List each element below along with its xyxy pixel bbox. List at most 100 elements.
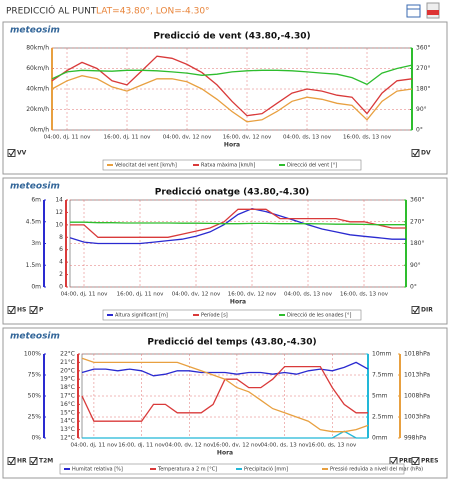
y-tick-label: 1013hPa (404, 372, 430, 379)
table-icon[interactable] (406, 4, 421, 18)
header-coords: LAT=43.80°, LON=-4.30° (96, 7, 210, 17)
y-tick-label: 20km/h (26, 106, 49, 113)
y-tick-label: 0km/h (30, 127, 49, 134)
check (30, 306, 37, 314)
y-tick-label: 75% (28, 372, 42, 379)
x-tick-label: 04:00, dj, 11 nov (71, 443, 118, 449)
y-tick-label: 0% (31, 435, 41, 442)
series-line (82, 430, 368, 439)
y-tick-label: 20°C (60, 367, 75, 374)
y-tick-label: 1018hPa (404, 351, 430, 358)
legend-label: Direcció del vent [°] (287, 162, 337, 169)
x-tick-label: 16:00, dj, 11 nov (104, 135, 151, 141)
checkbox[interactable] (411, 306, 420, 314)
brand-logo: meteosim (10, 26, 60, 36)
x-axis-label: Hora (230, 299, 246, 306)
header-icons[interactable] (406, 2, 440, 19)
toggle-label: P (39, 307, 44, 314)
y-tick-label: 8 (59, 234, 63, 241)
brand-logo: meteosim (10, 182, 60, 192)
check (30, 457, 37, 465)
x-tick-label: 04:00, dv, 12 nov (163, 135, 212, 141)
y-tick-label: 2 (59, 271, 63, 278)
y-tick-label: 4 (59, 259, 63, 266)
y-tick-label: 22°C (60, 351, 75, 358)
checkbox[interactable] (7, 457, 16, 465)
legend-label: Pressió reduïda a nivell del mar (hPa) (330, 466, 423, 473)
y-tick-label: 19°C (60, 376, 75, 383)
y-tick-label: 270° (416, 65, 430, 72)
y-tick-label: 1.5m (26, 262, 42, 269)
y-tick-label: 25% (28, 414, 42, 421)
x-tick-label: 16:00, dj, 11 nov (117, 292, 164, 298)
y-tick-label: 1008hPa (404, 393, 430, 400)
pdf-band (427, 10, 439, 15)
toggle-label: DV (421, 150, 431, 157)
checkbox[interactable] (411, 457, 420, 465)
toggle-label: VV (17, 150, 27, 157)
x-tick-label: 16:00, dv, 12 nov (223, 135, 272, 141)
y-tick-label: 17°C (60, 393, 75, 400)
check (390, 457, 397, 465)
y-tick-label: 10 (55, 221, 63, 228)
y-tick-label: 10mm (372, 351, 391, 358)
series-line (81, 357, 369, 433)
x-tick-label: 04:00, dj, 11 nov (61, 292, 108, 298)
checkbox[interactable] (29, 457, 38, 465)
series-line (70, 221, 406, 226)
chart-title: Predicció onatge (43.80,-4.30) (155, 187, 309, 198)
legend-label: Precipitació [mm] (244, 466, 288, 473)
series-line (51, 64, 413, 86)
series-line (51, 55, 413, 117)
y-tick-label: 998hPa (404, 435, 427, 442)
legend (102, 159, 362, 171)
x-tick-label: 04:00, ds, 13 nov (283, 135, 332, 141)
legend-label: Humitat relativa [%] (72, 467, 123, 473)
legend (102, 309, 362, 321)
y-tick-label: 14°C (60, 418, 75, 425)
y-tick-label: 12°C (60, 435, 75, 442)
toggle-label: PRES (421, 458, 438, 465)
legend (59, 463, 405, 475)
brand-logo: meteosim (10, 332, 60, 342)
y-tick-label: 80km/h (26, 45, 49, 52)
y-tick-label: 13°C (60, 426, 75, 433)
header-title: PREDICCIÓ AL PUNT (6, 5, 97, 17)
chart-title: Predicció de vent (43.80,-4.30) (153, 31, 310, 42)
series-line (51, 75, 413, 123)
x-tick-label: 04:00, ds, 13 nov (261, 443, 310, 449)
checkbox[interactable] (7, 149, 16, 157)
checkbox[interactable] (29, 306, 38, 314)
y-tick-label: 180° (410, 240, 424, 247)
x-tick-label: 04:00, dj, 11 nov (44, 135, 91, 141)
y-tick-label: 5mm (372, 393, 388, 400)
series-line (81, 361, 369, 377)
x-axis-label: Hora (217, 450, 233, 457)
y-tick-label: 12 (55, 209, 63, 216)
y-tick-label: 6m (31, 197, 41, 204)
series-line (69, 208, 406, 245)
check (8, 149, 15, 157)
toggle-label: DIR (421, 307, 433, 314)
y-tick-label: 270° (410, 218, 424, 225)
y-tick-label: 90° (416, 106, 427, 113)
series-line (70, 208, 406, 238)
checkbox[interactable] (7, 306, 16, 314)
checkbox[interactable] (411, 149, 420, 157)
y-tick-label: 180° (416, 86, 430, 93)
check (8, 457, 15, 465)
legend-label: Direcció de les onades [°] (287, 312, 351, 319)
y-tick-label: 6 (59, 246, 63, 253)
toggle-label: T2M (39, 458, 53, 465)
x-tick-label: 16:00, dj, 11 nov (118, 443, 165, 449)
x-tick-label: 04:00, ds, 13 nov (284, 292, 333, 298)
y-tick-label: 1003hPa (404, 414, 430, 421)
y-tick-label: 0° (416, 127, 423, 134)
legend-label: Temperatura a 2 m [°C] (157, 467, 217, 473)
y-tick-label: 360° (410, 197, 424, 204)
x-tick-label: 16:00, dv, 12 nov (228, 292, 277, 298)
legend-label: Ratxa màxima [km/h] (201, 162, 255, 169)
legend-label: Altura significant [m] (115, 313, 168, 319)
